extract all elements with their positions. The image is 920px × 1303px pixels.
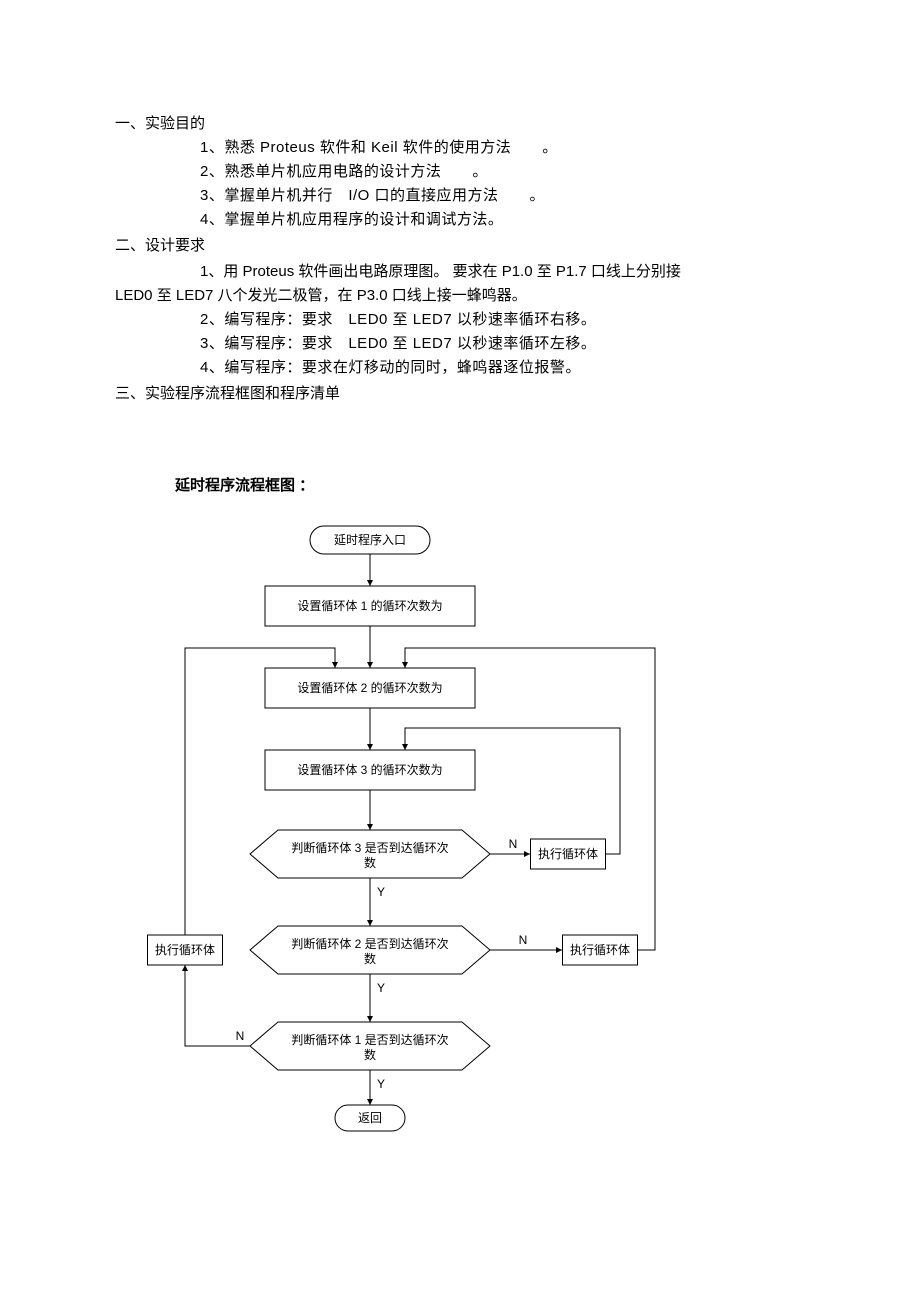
svg-text:Y: Y — [377, 1077, 385, 1091]
section-1: 一、实验目的 1、熟悉 Proteus 软件和 Keil 软件的使用方法 。 2… — [115, 112, 805, 232]
s1-item-2: 2、熟悉单片机应用电路的设计方法 。 — [115, 160, 805, 184]
svg-text:执行循环体: 执行循环体 — [155, 943, 215, 957]
svg-text:数: 数 — [364, 855, 376, 870]
svg-text:数: 数 — [364, 951, 376, 966]
svg-text:Y: Y — [377, 981, 385, 995]
section-3-heading: 三、实验程序流程框图和程序清单 — [115, 382, 805, 406]
svg-text:判断循环体 2 是否到达循环次: 判断循环体 2 是否到达循环次 — [291, 936, 448, 951]
svg-text:N: N — [519, 933, 528, 947]
svg-text:判断循环体 3 是否到达循环次: 判断循环体 3 是否到达循环次 — [291, 840, 448, 855]
s1-item-1: 1、熟悉 Proteus 软件和 Keil 软件的使用方法 。 — [115, 136, 805, 160]
svg-text:返回: 返回 — [358, 1111, 382, 1125]
section-3: 三、实验程序流程框图和程序清单 — [115, 382, 805, 406]
section-2-heading: 二、设计要求 — [115, 234, 805, 258]
svg-text:设置循环体 1 的循环次数为: 设置循环体 1 的循环次数为 — [297, 598, 442, 613]
svg-text:延时程序入口: 延时程序入口 — [334, 532, 406, 547]
s2-item-4: 4、编写程序：要求在灯移动的同时，蜂鸣器逐位报警。 — [115, 356, 805, 380]
section-2: 二、设计要求 1、用 Proteus 软件画出电路原理图。 要求在 P1.0 至… — [115, 234, 805, 380]
flowchart-svg: Y Y Y N N N 延时程序入口设置循环体 1 的循环次数为设置循环体 2 的循环次数为… — [125, 518, 665, 1158]
section-1-heading: 一、实验目的 — [115, 112, 805, 136]
svg-text:判断循环体 1 是否到达循环次: 判断循环体 1 是否到达循环次 — [291, 1032, 448, 1047]
s2-item-1: 1、用 Proteus 软件画出电路原理图。 要求在 P1.0 至 P1.7 口… — [115, 260, 805, 308]
flowchart: Y Y Y N N N 延时程序入口设置循环体 1 的循环次数为设置循环体 2 的循环次数为… — [125, 518, 665, 1158]
svg-text:设置循环体 3 的循环次数为: 设置循环体 3 的循环次数为 — [297, 762, 442, 777]
s1-item-4: 4、掌握单片机应用程序的设计和调试方法。 — [115, 208, 805, 232]
svg-text:执行循环体: 执行循环体 — [570, 943, 630, 957]
svg-text:设置循环体 2 的循环次数为: 设置循环体 2 的循环次数为 — [297, 680, 442, 695]
s2-item-1a: 1、用 Proteus 软件画出电路原理图。 要求在 P1.0 至 P1.7 口… — [115, 263, 681, 280]
svg-text:执行循环体: 执行循环体 — [538, 847, 598, 861]
svg-text:N: N — [236, 1029, 245, 1043]
s2-item-3: 3、编写程序：要求 LED0 至 LED7 以秒速率循环左移。 — [115, 332, 805, 356]
svg-text:数: 数 — [364, 1047, 376, 1062]
svg-text:Y: Y — [377, 885, 385, 899]
svg-text:N: N — [509, 837, 518, 851]
s2-item-1b: LED0 至 LED7 八个发光二极管，在 P3.0 口线上接一蜂鸣器。 — [115, 284, 805, 308]
s2-item-2: 2、编写程序：要求 LED0 至 LED7 以秒速率循环右移。 — [115, 308, 805, 332]
s1-item-3: 3、掌握单片机并行 I/O 口的直接应用方法 。 — [115, 184, 805, 208]
flowchart-title: 延时程序流程框图 ： — [115, 474, 805, 498]
